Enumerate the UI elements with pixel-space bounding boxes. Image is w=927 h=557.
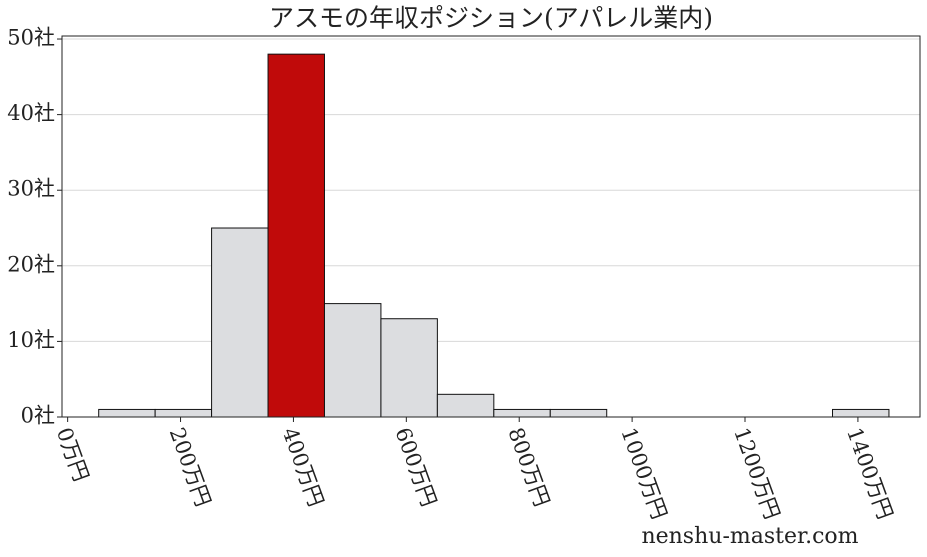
bar: [436, 393, 495, 418]
y-tick-label: 30社: [7, 177, 55, 201]
bar: [493, 408, 551, 418]
x-tick-label: 600万円: [390, 424, 441, 509]
y-tick-label: 50社: [7, 26, 55, 50]
x-tick-label: 0万円: [52, 424, 93, 484]
bar: [832, 408, 890, 418]
y-tick-label: 20社: [7, 252, 55, 276]
x-tick-label: 800万円: [503, 424, 554, 509]
x-tick-label: 1000万円: [616, 424, 671, 522]
x-tick-label: 400万円: [278, 424, 329, 509]
bar: [549, 408, 608, 418]
x-tick-label: 1200万円: [729, 424, 784, 522]
watermark: nenshu-master.com: [641, 524, 858, 549]
y-tick-label: 10社: [7, 328, 55, 352]
y-tick-label: 40社: [7, 101, 55, 125]
y-tick-label: 0社: [21, 404, 55, 428]
x-tick-label: 1400万円: [842, 424, 897, 522]
bar: [267, 53, 325, 418]
bar: [380, 318, 438, 418]
bar: [154, 408, 213, 418]
bar: [211, 227, 269, 418]
plot-frame: [61, 35, 921, 418]
x-tick-label: 200万円: [165, 424, 216, 509]
bar: [98, 408, 156, 418]
bar: [323, 303, 382, 418]
chart-title: アスモの年収ポジション(アパレル業内): [269, 4, 713, 33]
